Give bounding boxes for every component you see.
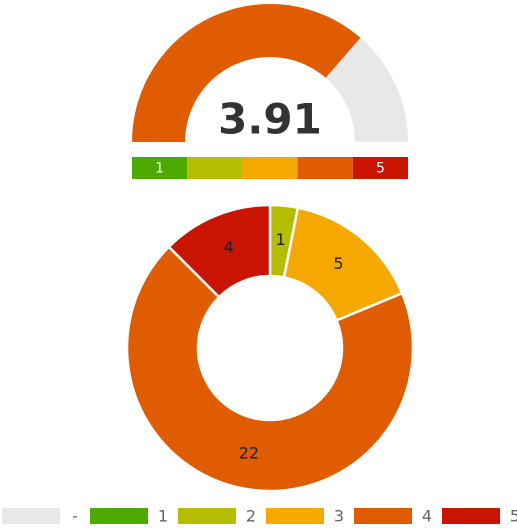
scale-segment [242,157,298,179]
donut-slice [125,245,415,493]
slice-label: 5 [333,254,343,273]
legend-swatch [354,508,412,524]
scale-segment [187,157,243,179]
slice-label: 1 [275,230,285,249]
legend-label: 2 [246,507,256,526]
scale-max-label: 5 [376,161,385,177]
legend-label: 3 [334,507,344,526]
legend-swatch [266,508,324,524]
legend-label: 1 [158,507,168,526]
scale-min-label: 1 [155,161,164,177]
donut-slice [167,203,272,299]
scale-segment [297,157,353,179]
donut-slice [282,206,404,323]
legend-label: 5 [510,507,517,526]
legend-swatch [178,508,236,524]
slice-label: 4 [224,238,234,257]
legend-swatch [442,508,500,524]
scale-segment [352,157,408,179]
legend-label: - [72,507,78,526]
slice-label: 22 [239,443,259,462]
legend-swatch [2,508,60,524]
scale-segment [132,157,188,179]
gauge-value-arc [132,3,361,142]
gauge-value: 3.91 [218,95,322,144]
legend-label: 4 [422,507,432,526]
legend-swatch [90,508,148,524]
